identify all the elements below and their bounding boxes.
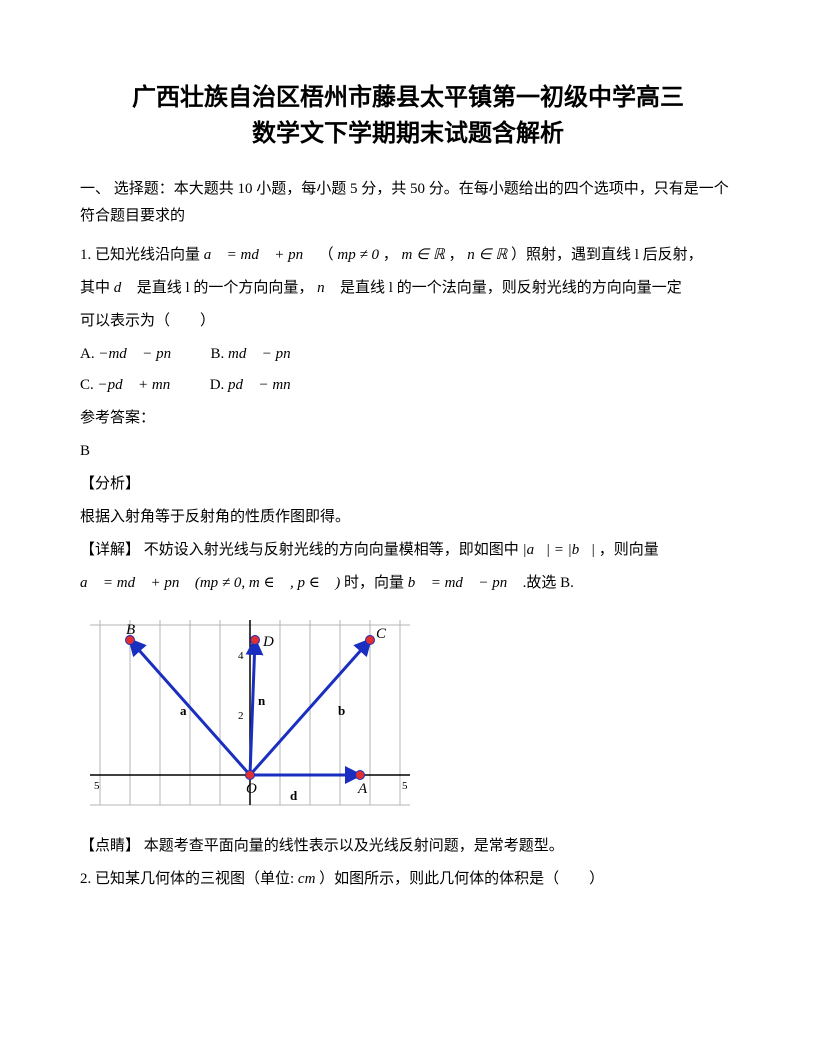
q2-text-a: 2. 已知某几何体的三视图（单位: xyxy=(80,871,298,887)
analysis-text: 根据入射角等于反射角的性质作图即得。 xyxy=(80,504,736,531)
q1-cond1: mp ≠ 0 xyxy=(337,247,379,263)
q1-options-row2: C. −pd⃗ + mn⃗ D. pd⃗ − mn⃗ xyxy=(80,372,736,399)
title-line-2: 数学文下学期期末试题含解析 xyxy=(252,121,564,147)
title-line-1: 广西壮族自治区梧州市藤县太平镇第一初级中学高三 xyxy=(132,85,684,111)
q1-optD: pd⃗ − mn⃗ xyxy=(228,377,302,393)
q1-cond3: n ∈ ℝ xyxy=(467,247,507,263)
q1-optD-label: D. xyxy=(210,377,228,393)
q2-unit: cm xyxy=(298,871,316,887)
q1-vec-n: n⃗ xyxy=(317,280,336,296)
analysis-label: 【分析】 xyxy=(80,471,736,498)
answer-value: B xyxy=(80,438,736,465)
section-intro: 一、 选择题：本大题共 10 小题，每小题 5 分，共 50 分。在每小题给出的… xyxy=(80,176,736,230)
svg-text:5: 5 xyxy=(94,780,100,792)
vector-svg: B D C O Aa n b d 4 2 5 5 xyxy=(80,605,420,815)
q1-text-b: （ xyxy=(319,247,334,263)
q1-optA: −md⃗ − pn⃗ xyxy=(98,346,182,362)
q2-line1: 2. 已知某几何体的三视图（单位: cm ）如图所示，则此几何体的体积是（ ） xyxy=(80,866,736,893)
svg-text:O: O xyxy=(246,781,257,797)
detail-a: 不妨设入射光线与反射光线的方向向量模相等，即如图中 xyxy=(144,542,523,558)
q1-optC: −pd⃗ + mn⃗ xyxy=(98,377,182,393)
q1-text-a: 1. 已知光线沿向量 xyxy=(80,247,204,263)
detail-line2: a⃗ = md⃗ + pn⃗ (mp ≠ 0, m ∈ ℝ, p ∈ ℝ) 时，… xyxy=(80,570,736,597)
q1-options-row1: A. −md⃗ − pn⃗ B. md⃗ − pn⃗ xyxy=(80,341,736,368)
comment-line: 【点睛】 本题考查平面向量的线性表示以及光线反射问题，是常考题型。 xyxy=(80,833,736,860)
q1-vec-d: d⃗ xyxy=(114,280,133,296)
svg-text:5: 5 xyxy=(402,780,408,792)
svg-text:n: n xyxy=(258,693,266,708)
q1-line3: 可以表示为（ ） xyxy=(80,308,736,335)
q1-line1: 1. 已知光线沿向量 a⃗ = md⃗ + pn⃗ （ mp ≠ 0 ， m ∈… xyxy=(80,242,736,269)
svg-text:4: 4 xyxy=(238,650,244,662)
q1-text-e: ）照射，遇到直线 l 后反射， xyxy=(511,247,703,263)
answer-label: 参考答案： xyxy=(80,405,736,432)
detail-line2-eq2: b⃗ = md⃗ − pn⃗ xyxy=(408,575,519,591)
q1-text-c: ， xyxy=(383,247,398,263)
svg-text:a: a xyxy=(180,703,187,718)
q1-text-d: ， xyxy=(449,247,464,263)
comment-label: 【点睛】 xyxy=(80,838,140,854)
vector-diagram: B D C O Aa n b d 4 2 5 5 xyxy=(80,605,736,825)
q1-line2: 其中 d⃗ 是直线 l 的一个方向向量， n⃗ 是直线 l 的一个法向量，则反射… xyxy=(80,275,736,302)
q1-optB-label: B. xyxy=(211,346,229,362)
q1-line2-b: 是直线 l 的一个方向向量， xyxy=(137,280,314,296)
q1-cond2: m ∈ ℝ xyxy=(401,247,444,263)
page-title: 广西壮族自治区梧州市藤县太平镇第一初级中学高三 数学文下学期期末试题含解析 xyxy=(80,80,736,152)
q1-optC-label: C. xyxy=(80,377,98,393)
svg-text:2: 2 xyxy=(238,710,244,722)
q1-line2-c: 是直线 l 的一个法向量，则反射光线的方向向量一定 xyxy=(340,280,682,296)
detail-label: 【详解】 xyxy=(80,542,140,558)
detail-b: ，则向量 xyxy=(599,542,659,558)
detail-eq1: |a⃗| = |b⃗| xyxy=(523,542,595,558)
q1-optA-label: A. xyxy=(80,346,98,362)
detail-line2-mid: 时，向量 xyxy=(344,575,408,591)
svg-text:C: C xyxy=(376,626,387,642)
detail-line1: 【详解】 不妨设入射光线与反射光线的方向向量模相等，即如图中 |a⃗| = |b… xyxy=(80,537,736,564)
svg-text:B: B xyxy=(126,622,135,638)
q1-line2-a: 其中 xyxy=(80,280,114,296)
comment-text: 本题考查平面向量的线性表示以及光线反射问题，是常考题型。 xyxy=(144,838,564,854)
svg-text:D: D xyxy=(262,634,274,650)
detail-line2-eq: a⃗ = md⃗ + pn⃗ (mp ≠ 0, m ∈ ℝ, p ∈ ℝ) xyxy=(80,575,340,591)
q1-optB: md⃗ − pn⃗ xyxy=(228,346,302,362)
q1-formula-a: a⃗ = md⃗ + pn⃗ xyxy=(204,247,315,263)
q2-text-b: ）如图所示，则此几何体的体积是（ ） xyxy=(319,871,604,887)
svg-text:b: b xyxy=(338,703,345,718)
detail-line2-end: .故选 B. xyxy=(523,575,574,591)
svg-text:A: A xyxy=(357,781,368,797)
svg-text:d: d xyxy=(290,788,298,803)
